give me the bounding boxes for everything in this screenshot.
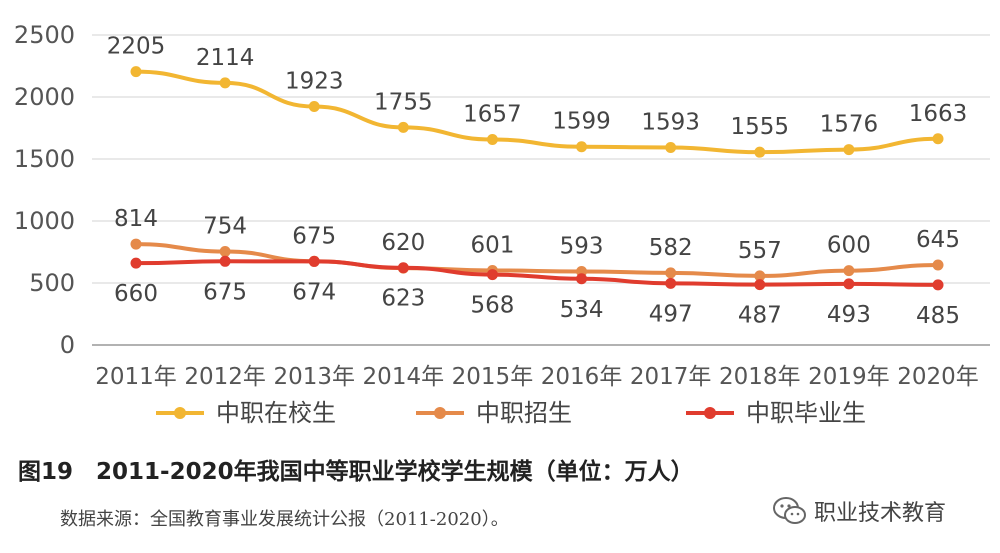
data-point xyxy=(576,273,588,285)
data-point xyxy=(665,277,677,289)
data-point xyxy=(130,66,142,78)
data-label: 645 xyxy=(916,227,960,253)
data-point xyxy=(397,262,409,274)
data-point xyxy=(308,101,320,113)
data-label: 534 xyxy=(560,297,604,323)
legend-label: 中职招生 xyxy=(476,399,572,427)
data-label: 568 xyxy=(470,293,514,319)
wechat-icon xyxy=(773,497,806,524)
legend-label: 中职在校生 xyxy=(216,399,336,427)
y-tick-label: 1500 xyxy=(14,145,75,173)
data-point xyxy=(397,121,409,133)
data-point xyxy=(932,279,944,291)
y-tick-label: 1000 xyxy=(14,207,75,235)
data-label: 675 xyxy=(292,223,336,249)
x-tick-label: 2013年 xyxy=(273,364,355,390)
data-point xyxy=(932,133,944,145)
x-tick-label: 2014年 xyxy=(363,364,445,390)
data-point xyxy=(843,144,855,156)
y-axis: 0 500 1000 1500 2000 2500 xyxy=(14,21,75,359)
data-point xyxy=(486,269,498,281)
data-label: 600 xyxy=(827,233,871,259)
data-point xyxy=(665,141,677,153)
data-point xyxy=(486,134,498,146)
data-point xyxy=(130,238,142,250)
data-point xyxy=(576,141,588,153)
figure-caption: 图19 2011-2020年我国中等职业学校学生规模（单位：万人） xyxy=(18,459,694,485)
data-label: 601 xyxy=(470,232,514,258)
x-tick-label: 2018年 xyxy=(719,364,801,390)
x-tick-label: 2019年 xyxy=(808,364,890,390)
data-point xyxy=(754,146,766,158)
data-point xyxy=(308,255,320,267)
series-line xyxy=(135,242,939,278)
data-label: 497 xyxy=(649,301,693,327)
watermark: 职业技术教育 xyxy=(772,493,946,529)
watermark-text: 职业技术教育 xyxy=(814,501,947,526)
legend-swatch-marker xyxy=(434,407,446,419)
legend: 中职在校生 中职招生 中职毕业生 xyxy=(156,399,866,427)
data-point xyxy=(665,267,677,279)
y-tick-label: 2500 xyxy=(14,21,75,49)
data-label: 1555 xyxy=(731,114,790,140)
data-point xyxy=(843,278,855,290)
series-line xyxy=(135,69,939,155)
x-tick-label: 2017年 xyxy=(630,364,712,390)
data-label: 487 xyxy=(738,303,782,329)
legend-label: 中职毕业生 xyxy=(746,399,866,427)
data-label: 485 xyxy=(916,303,960,329)
x-tick-label: 2015年 xyxy=(452,364,534,390)
x-tick-label: 2012年 xyxy=(184,364,266,390)
data-label: 1923 xyxy=(285,69,344,95)
data-source: 数据来源：全国教育事业发展统计公报（2011-2020）。 xyxy=(60,509,509,530)
y-tick-label: 0 xyxy=(60,331,75,359)
data-label: 1599 xyxy=(552,109,611,135)
legend-swatch-marker xyxy=(704,407,716,419)
data-label: 675 xyxy=(203,279,247,305)
data-point xyxy=(219,246,231,258)
data-point xyxy=(219,255,231,267)
data-label: 2114 xyxy=(196,45,255,71)
data-label: 1593 xyxy=(641,109,700,135)
data-point xyxy=(219,77,231,89)
data-label: 557 xyxy=(738,238,782,264)
data-label: 1755 xyxy=(374,89,433,115)
data-point xyxy=(754,279,766,291)
line-chart: 0 500 1000 1500 2000 2500 2011年 2012年 2013年 2014… xyxy=(14,21,990,427)
data-label: 674 xyxy=(292,279,336,305)
data-point xyxy=(754,270,766,282)
data-label: 593 xyxy=(560,233,604,259)
x-axis: 2011年 2012年 2013年 2014年 2015年 2016年 2017年 2018年… xyxy=(92,344,990,390)
data-point xyxy=(130,257,142,269)
data-label: 623 xyxy=(381,286,425,312)
data-label: 582 xyxy=(649,235,693,261)
data-label: 620 xyxy=(381,230,425,256)
series-line xyxy=(135,259,939,287)
data-label: 493 xyxy=(827,302,871,328)
data-point xyxy=(932,259,944,271)
data-label: 814 xyxy=(114,206,158,232)
data-label: 660 xyxy=(114,281,158,307)
legend-swatch-marker xyxy=(174,407,186,419)
data-label: 1657 xyxy=(463,102,522,128)
x-tick-label: 2011年 xyxy=(95,364,177,390)
data-label: 1663 xyxy=(909,101,968,127)
data-label: 2205 xyxy=(107,34,166,60)
data-point xyxy=(843,265,855,277)
data-labels: 2205 2114 1923 1755 1657 1599 1593 1555 1576 1663… xyxy=(107,34,968,329)
data-label: 1576 xyxy=(820,112,879,138)
data-label: 754 xyxy=(203,214,247,240)
y-tick-label: 2000 xyxy=(14,83,75,111)
series-group xyxy=(130,66,944,291)
x-tick-label: 2016年 xyxy=(541,364,623,390)
y-tick-label: 500 xyxy=(29,269,75,297)
x-tick-label: 2020年 xyxy=(897,364,979,390)
